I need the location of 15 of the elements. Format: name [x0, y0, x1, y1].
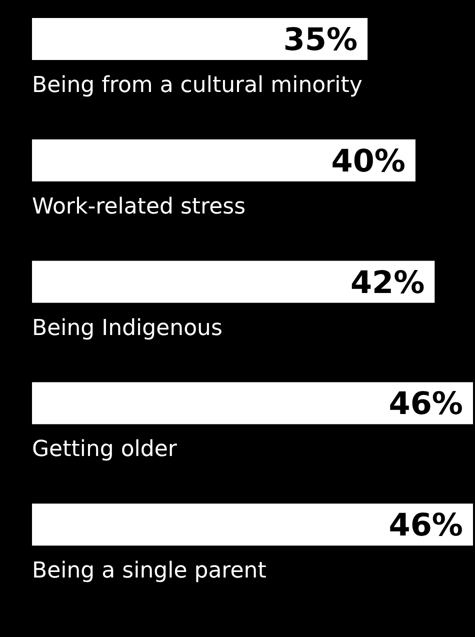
data-label: 42%: [350, 264, 425, 301]
bar: [32, 382, 473, 424]
bar: [32, 504, 473, 546]
data-label: 40%: [331, 143, 406, 180]
y-tick-label: Getting older: [32, 437, 178, 462]
y-tick-label: Being Indigenous: [32, 316, 222, 341]
y-tick-label: Being a single parent: [32, 558, 267, 584]
data-label: 46%: [388, 508, 463, 544]
bar: [32, 18, 368, 60]
bar: [32, 260, 435, 303]
data-label: 35%: [283, 22, 358, 58]
y-tick-label: Being from a cultural minority: [32, 73, 362, 98]
y-tick-label: Work-related stress: [32, 194, 246, 220]
bar: [32, 139, 416, 182]
data-label: 46%: [388, 386, 463, 422]
